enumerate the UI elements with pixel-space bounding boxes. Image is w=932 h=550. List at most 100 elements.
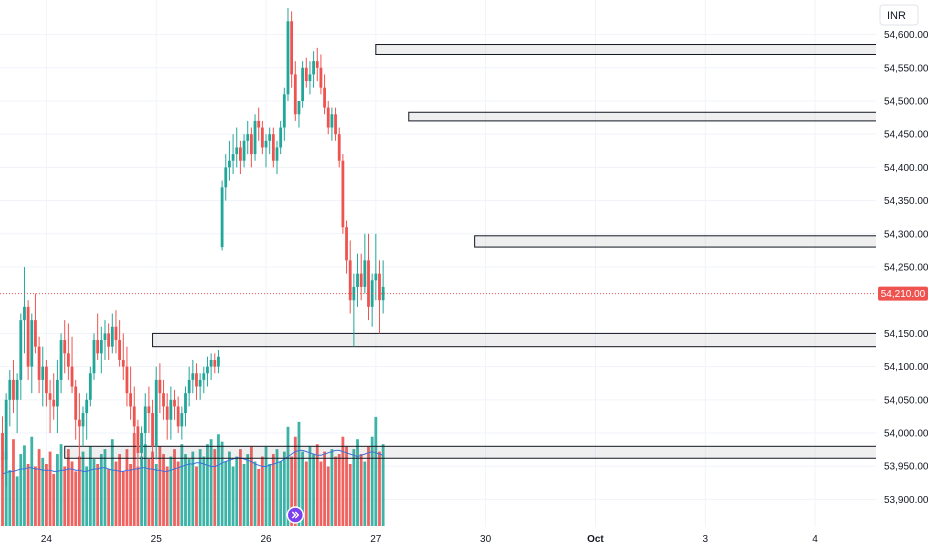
candle	[198, 373, 202, 400]
candle	[56, 359, 59, 434]
price-tick-label: 54,000.00	[884, 429, 929, 440]
candle	[110, 313, 114, 354]
volume-bar	[224, 461, 228, 526]
candle	[337, 127, 341, 168]
candle	[154, 366, 158, 460]
volume-bar	[206, 444, 209, 526]
candle	[125, 346, 129, 407]
price-tick-label: 54,100.00	[884, 362, 929, 373]
volume-bar	[257, 468, 261, 526]
volume-bar	[26, 464, 30, 526]
volume-bar	[184, 454, 187, 526]
volume-bar	[19, 454, 23, 526]
time-tick-label: 25	[151, 534, 163, 545]
candle	[81, 406, 85, 447]
candle	[59, 333, 63, 394]
volume-bar	[92, 459, 96, 526]
candle	[151, 399, 154, 460]
volume-bar	[367, 446, 370, 526]
volume-bar	[99, 454, 103, 526]
currency-button[interactable]: INR	[879, 4, 919, 26]
candle	[378, 260, 381, 334]
candle	[297, 100, 301, 128]
candle	[359, 253, 363, 301]
volume-bar	[34, 466, 37, 526]
zone-box[interactable]	[408, 111, 932, 122]
volume-bar	[107, 468, 111, 526]
volume-bar	[147, 459, 151, 526]
volume-bar	[301, 451, 305, 526]
volume-bar	[110, 439, 114, 526]
candle	[26, 300, 30, 380]
price-tick-label: 54,500.00	[884, 96, 929, 107]
volume-bar	[81, 451, 85, 526]
volume-bar	[176, 461, 180, 526]
candle	[209, 353, 213, 380]
volume-bar	[132, 433, 136, 526]
candle	[15, 373, 19, 434]
price-tick-label: 54,600.00	[884, 30, 929, 41]
volume-bar	[103, 449, 107, 526]
candle	[202, 366, 206, 394]
candle	[158, 363, 162, 414]
volume-bar	[41, 457, 45, 526]
volume-bar	[165, 466, 169, 526]
volume-bar	[154, 464, 158, 526]
zone-box[interactable]	[152, 332, 932, 348]
volume-bar	[290, 456, 294, 526]
volume-bar	[341, 436, 345, 526]
volume-bar	[30, 436, 34, 526]
candle	[180, 406, 184, 440]
candle	[231, 134, 235, 175]
volume-bar	[8, 470, 12, 526]
volume-bar	[319, 461, 323, 526]
volume-bar	[96, 464, 100, 526]
currency-label: INR	[887, 10, 906, 22]
candle	[253, 114, 257, 161]
candle	[184, 386, 187, 427]
price-tick-label: 54,050.00	[884, 395, 929, 406]
volume-bar	[37, 449, 41, 526]
volume-bar	[264, 446, 268, 526]
candle	[286, 8, 290, 101]
candle	[341, 154, 345, 234]
candle	[326, 100, 330, 135]
candle	[191, 359, 195, 394]
volume-bar	[198, 449, 202, 526]
volume-bar	[282, 451, 286, 526]
volume-bar	[374, 416, 378, 526]
candle	[268, 127, 272, 155]
volume-bar	[323, 451, 326, 526]
candlesticks	[1, 8, 385, 487]
candle	[293, 61, 297, 121]
candle	[173, 389, 176, 420]
candle	[323, 74, 326, 115]
volume-bar	[125, 449, 129, 526]
candle	[136, 419, 140, 467]
candle	[220, 180, 224, 251]
volume-bar	[70, 461, 74, 526]
candle	[271, 127, 275, 168]
candle	[249, 127, 253, 168]
candle	[315, 47, 319, 82]
time-axis[interactable]: 24 25 26 27 30 Oct 3 4	[41, 534, 818, 545]
candle	[19, 313, 23, 400]
volume-bar	[381, 444, 385, 526]
candle	[169, 386, 173, 440]
candle	[85, 393, 89, 440]
candle	[334, 107, 337, 141]
event-marker-icon[interactable]	[286, 506, 305, 524]
zone-box[interactable]	[474, 235, 932, 248]
price-tick-label: 54,450.00	[884, 130, 929, 141]
volume-bar	[63, 466, 67, 526]
candle	[275, 140, 279, 175]
zone-box[interactable]	[375, 44, 932, 55]
candle	[206, 356, 209, 387]
price-tick-label: 54,550.00	[884, 63, 929, 74]
candle	[143, 393, 147, 447]
price-axis[interactable]: 54,600.00 54,550.00 54,500.00 54,450.00 54,4…	[884, 30, 929, 506]
candle	[330, 107, 334, 141]
zone-box[interactable]	[64, 445, 932, 459]
candle	[96, 313, 100, 360]
